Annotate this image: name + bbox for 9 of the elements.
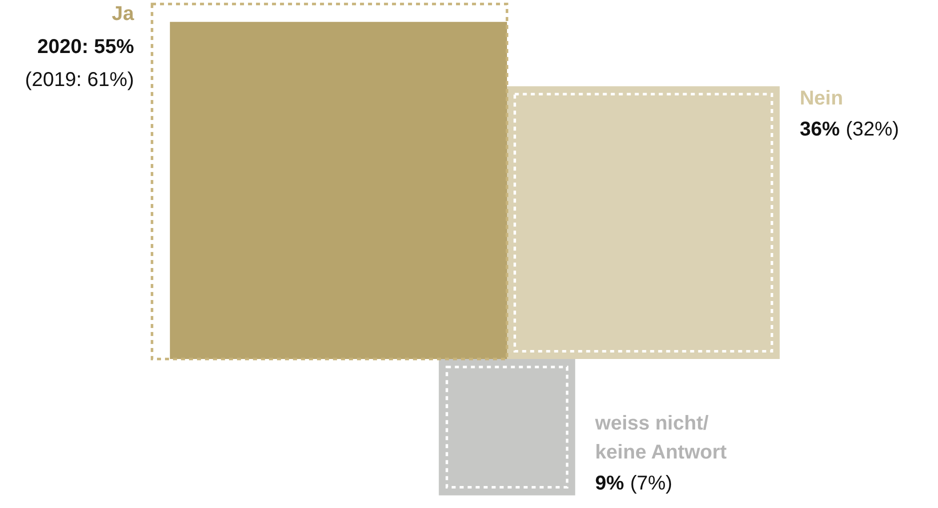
category-label: Nein	[800, 87, 844, 110]
data-label: (2019: 61%)	[25, 68, 134, 91]
data-label: 36%	[800, 118, 840, 140]
data-label: 9%	[595, 472, 624, 494]
data-label: (32%)	[846, 118, 900, 140]
data-label: 2020: 55%	[37, 36, 134, 58]
category-label: weiss nicht/ keine Antwort	[594, 412, 728, 464]
data-label: (7%)	[630, 472, 672, 494]
category-label: Ja	[112, 2, 135, 25]
